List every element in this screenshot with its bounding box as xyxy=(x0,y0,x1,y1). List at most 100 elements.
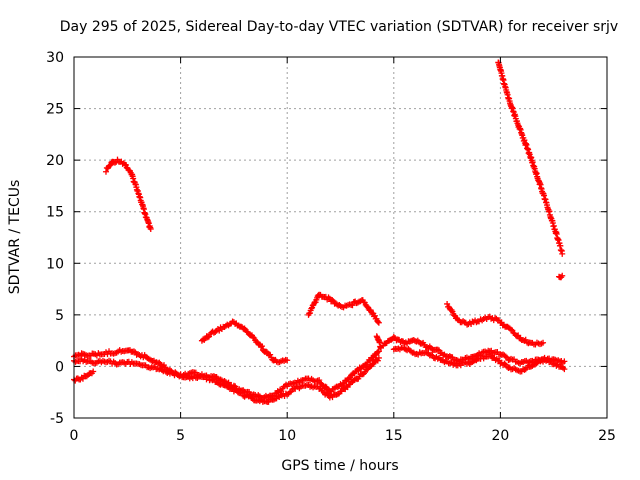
data-point xyxy=(102,168,109,175)
data-point xyxy=(560,364,567,371)
data-point xyxy=(111,159,118,166)
data-point xyxy=(424,349,431,356)
y-axis-ticks: -5 0 5 10 15 20 25 30 xyxy=(46,50,607,427)
data-point xyxy=(470,358,477,365)
data-point xyxy=(90,368,97,375)
data-point xyxy=(375,348,382,355)
chart-title: Day 295 of 2025, Sidereal Day-to-day VTE… xyxy=(60,19,618,35)
data-point xyxy=(364,366,371,373)
x-tick-label: 5 xyxy=(176,428,185,444)
data-point xyxy=(224,321,231,328)
x-tick-label: 15 xyxy=(385,428,403,444)
data-point xyxy=(147,226,154,233)
data-point xyxy=(286,389,293,396)
grid-lines xyxy=(74,57,607,418)
data-point xyxy=(232,386,239,393)
data-point xyxy=(137,353,144,360)
x-axis-label: GPS time / hours xyxy=(281,458,398,474)
x-tick-label: 0 xyxy=(70,428,79,444)
data-point xyxy=(434,346,441,353)
x-tick-label: 10 xyxy=(278,428,296,444)
data-point xyxy=(375,319,382,326)
y-tick-label: -5 xyxy=(50,411,64,427)
data-point xyxy=(334,391,341,398)
data-point xyxy=(238,389,245,396)
data-point xyxy=(267,351,274,358)
series-late-mid-arc xyxy=(444,300,547,348)
data-point xyxy=(156,366,163,373)
data-point xyxy=(210,376,217,383)
data-point xyxy=(258,343,265,350)
data-point xyxy=(436,347,443,354)
x-tick-label: 25 xyxy=(598,428,616,444)
data-point xyxy=(284,357,291,364)
data-point xyxy=(204,334,211,341)
y-tick-label: 5 xyxy=(55,308,64,324)
data-point xyxy=(553,362,560,369)
data-point xyxy=(371,312,378,319)
data-point xyxy=(244,392,251,399)
y-tick-label: 30 xyxy=(46,50,64,66)
data-point xyxy=(402,339,409,346)
data-point xyxy=(375,354,382,361)
x-axis-ticks: 0 5 10 15 20 25 xyxy=(70,57,616,444)
data-point xyxy=(559,272,566,279)
y-tick-label: 25 xyxy=(46,102,64,118)
x-tick-label: 20 xyxy=(491,428,509,444)
series-low-band-late-lower xyxy=(390,344,568,375)
data-point xyxy=(329,394,336,401)
data-point xyxy=(332,384,339,391)
data-point xyxy=(501,360,508,367)
series-isolated-late-points xyxy=(556,272,566,281)
y-tick-label: 15 xyxy=(46,205,64,221)
data-point xyxy=(362,362,369,369)
data-point xyxy=(367,357,374,364)
data-point xyxy=(473,319,480,326)
data-point xyxy=(106,162,113,169)
series-late-high-arc xyxy=(495,59,566,257)
data-point xyxy=(559,250,566,257)
data-point xyxy=(378,344,385,351)
y-axis-label: SDTVAR / TECUs xyxy=(7,180,23,295)
data-point xyxy=(274,393,281,400)
data-point xyxy=(374,357,381,364)
data-point xyxy=(561,366,568,373)
data-point xyxy=(212,328,219,335)
data-point xyxy=(434,355,441,362)
data-point xyxy=(390,334,397,341)
data-point xyxy=(250,334,257,341)
data-point xyxy=(522,336,529,343)
y-tick-label: 10 xyxy=(46,256,64,272)
data-points xyxy=(71,59,568,405)
data-point xyxy=(270,396,277,403)
data-point xyxy=(308,305,315,312)
data-point xyxy=(146,356,153,363)
data-point xyxy=(508,326,515,333)
data-point xyxy=(408,348,415,355)
data-point xyxy=(502,353,509,360)
data-point xyxy=(533,360,540,367)
series-low-band-b xyxy=(71,354,382,405)
data-point xyxy=(334,383,341,390)
data-point xyxy=(329,296,336,303)
data-point xyxy=(446,353,453,360)
data-point xyxy=(428,351,435,358)
data-point xyxy=(515,332,522,339)
plot-frame xyxy=(73,56,608,419)
series-mid-arc-a xyxy=(198,318,291,366)
data-point xyxy=(158,367,165,374)
series-early-low-tail xyxy=(71,368,97,384)
data-point xyxy=(230,382,237,389)
data-point xyxy=(444,300,451,307)
data-point xyxy=(349,302,356,309)
data-point xyxy=(345,375,352,382)
y-tick-label: 20 xyxy=(46,153,64,169)
data-point xyxy=(259,343,266,350)
data-point xyxy=(561,358,568,365)
data-point xyxy=(164,369,171,376)
y-tick-label: 0 xyxy=(55,359,64,375)
data-point xyxy=(375,318,382,325)
series-spike-14h xyxy=(373,333,385,351)
